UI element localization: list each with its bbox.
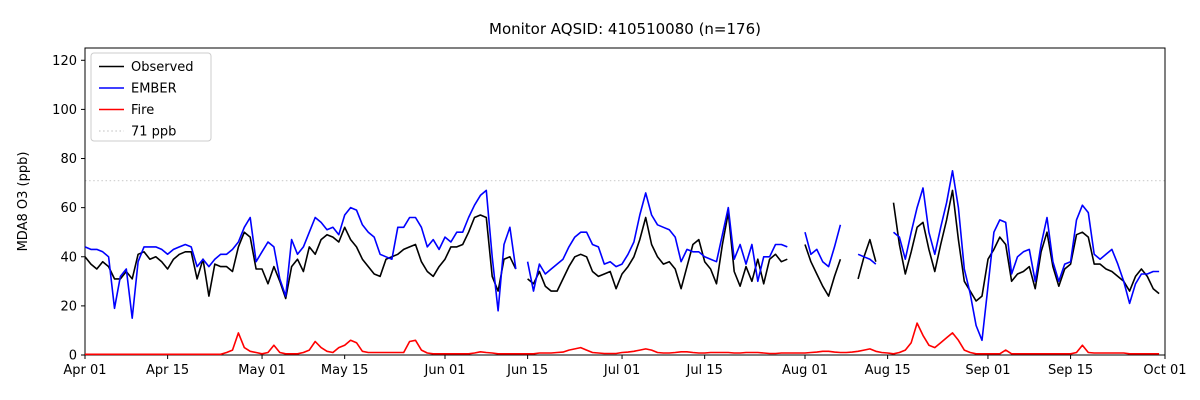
- legend-label-ember: EMBER: [131, 82, 177, 97]
- legend-label-71-ppb: 71 ppb: [131, 125, 176, 140]
- x-tick-label: Jun 01: [424, 363, 466, 378]
- y-tick-label: 120: [52, 54, 77, 69]
- y-tick-label: 0: [69, 349, 77, 364]
- y-tick-label: 60: [60, 201, 77, 216]
- y-axis-label: MDA8 O3 (ppb): [16, 152, 31, 252]
- x-tick-label: May 01: [238, 363, 286, 378]
- x-tick-label: Apr 15: [146, 363, 189, 378]
- series-observed-line: [527, 211, 788, 292]
- series-observed-line: [892, 189, 1160, 302]
- series-observed-line: [84, 214, 517, 300]
- series-ember-line: [526, 192, 788, 292]
- legend-box: [90, 52, 212, 142]
- x-tick-label: Jun 15: [506, 363, 548, 378]
- x-tick-label: Sep 01: [965, 363, 1010, 378]
- x-tick-label: Aug 15: [865, 363, 911, 378]
- series-ember-line: [857, 253, 877, 265]
- plot-border: [84, 47, 1166, 356]
- series-ember-line: [84, 189, 517, 320]
- series-fire-line: [85, 322, 1160, 356]
- legend-label-fire: Fire: [131, 103, 154, 118]
- y-tick-label: 40: [60, 250, 77, 265]
- x-tick-label: Jul 15: [685, 363, 722, 378]
- y-tick-label: 100: [52, 103, 77, 118]
- x-tick-label: Oct 01: [1143, 363, 1186, 378]
- y-tick-label: 80: [60, 152, 77, 167]
- x-tick-label: May 15: [321, 363, 369, 378]
- x-tick-label: Jul 01: [603, 363, 640, 378]
- x-tick-label: Aug 01: [782, 363, 828, 378]
- x-tick-label: Apr 01: [63, 363, 106, 378]
- series-ember-line: [892, 170, 1160, 342]
- y-tick-label: 20: [60, 299, 77, 314]
- series-ember-line: [804, 224, 842, 268]
- series-observed-line: [857, 238, 877, 280]
- chart-title: Monitor AQSID: 410510080 (n=176): [489, 20, 761, 38]
- series-observed-line: [804, 244, 842, 297]
- legend-label-observed: Observed: [131, 60, 194, 75]
- x-tick-label: Sep 15: [1048, 363, 1093, 378]
